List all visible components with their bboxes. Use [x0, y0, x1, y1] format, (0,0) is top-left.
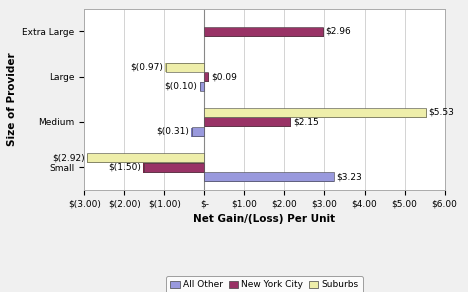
- Bar: [199, 82, 204, 91]
- Bar: [205, 118, 291, 127]
- Bar: [205, 27, 323, 36]
- Bar: [205, 73, 209, 82]
- Bar: [144, 163, 205, 172]
- Bar: [200, 82, 205, 91]
- Bar: [166, 62, 205, 72]
- Bar: [205, 172, 334, 181]
- Text: $3.23: $3.23: [336, 172, 362, 181]
- Bar: [205, 108, 426, 117]
- Text: $(0.31): $(0.31): [156, 127, 189, 136]
- Text: $(2.92): $(2.92): [52, 153, 85, 162]
- Bar: [205, 109, 427, 118]
- Text: $0.09: $0.09: [211, 72, 237, 81]
- Bar: [144, 164, 204, 173]
- Legend: All Other, New York City, Suburbs: All Other, New York City, Suburbs: [166, 276, 363, 292]
- Y-axis label: Size of Provider: Size of Provider: [7, 53, 17, 146]
- Bar: [205, 72, 208, 81]
- Bar: [165, 63, 204, 72]
- Text: $(1.50): $(1.50): [109, 163, 141, 172]
- Bar: [205, 173, 335, 182]
- Text: $(0.10): $(0.10): [165, 82, 197, 91]
- Text: $5.53: $5.53: [429, 108, 454, 117]
- Bar: [205, 28, 324, 37]
- Text: $2.96: $2.96: [326, 27, 351, 36]
- Bar: [87, 154, 204, 163]
- Text: $2.15: $2.15: [293, 117, 319, 126]
- Bar: [88, 153, 205, 162]
- X-axis label: Net Gain/(Loss) Per Unit: Net Gain/(Loss) Per Unit: [193, 214, 336, 224]
- Bar: [192, 127, 205, 136]
- Bar: [191, 128, 204, 137]
- Text: $(0.97): $(0.97): [130, 63, 163, 72]
- Bar: [205, 117, 291, 126]
